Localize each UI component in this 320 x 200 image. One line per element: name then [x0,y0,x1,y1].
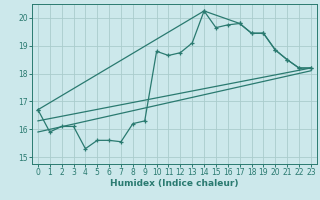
X-axis label: Humidex (Indice chaleur): Humidex (Indice chaleur) [110,179,239,188]
